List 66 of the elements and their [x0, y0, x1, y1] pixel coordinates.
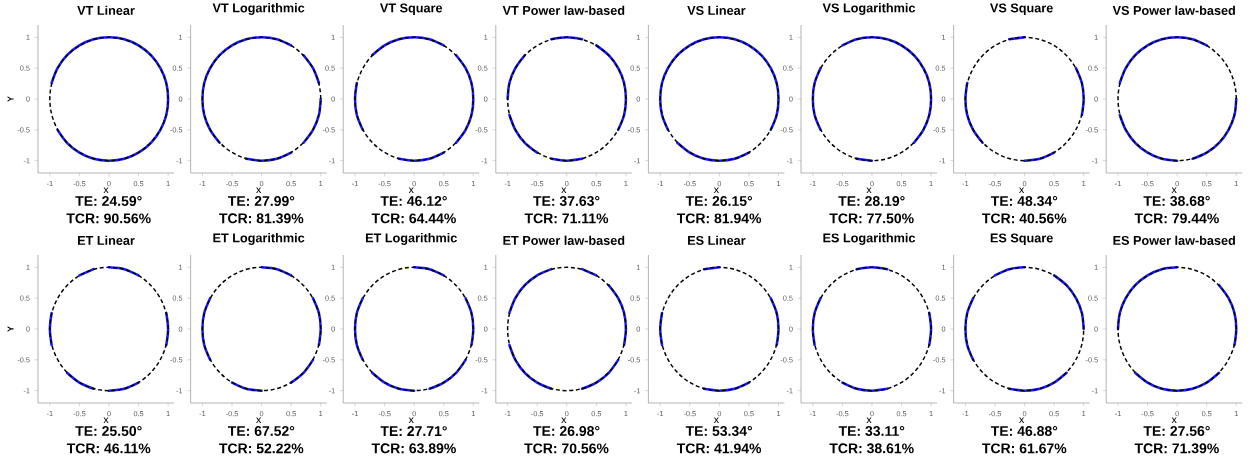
chart-title: VS Square	[990, 3, 1053, 15]
text: TE: 46.88°	[990, 426, 1058, 436]
chart-title: ET Logarithmic	[365, 233, 457, 245]
x-axis-title: x	[866, 417, 872, 424]
y-axis-title: Y	[7, 96, 14, 102]
x-axis-title: x	[1019, 187, 1025, 194]
text: TE: 67.52°	[227, 426, 295, 436]
x-axis-title: x	[561, 417, 567, 424]
chart-title: VS Logarithmic	[822, 3, 916, 15]
text: TE: 28.19°	[838, 196, 905, 206]
chart-title: VS Power law-based	[1112, 5, 1235, 15]
text: TCR: 90.56%	[66, 213, 151, 224]
chart-title: VS Linear	[687, 5, 746, 15]
x-axis-title: x	[103, 187, 109, 194]
text: TE: 24.59°	[75, 196, 142, 206]
text: TE: 26.98°	[533, 426, 600, 436]
chart-title: VT Linear	[77, 5, 135, 15]
x-axis-title: x	[713, 417, 719, 424]
text: TE: 46.12°	[380, 196, 447, 206]
chart-title: ES Logarithmic	[823, 233, 916, 245]
x-axis-title: x	[1171, 187, 1177, 194]
text: TE: 37.63°	[533, 196, 600, 206]
text: TCR: 64.44%	[371, 213, 456, 224]
text: TE: 53.34°	[685, 426, 753, 436]
x-axis-title: x	[103, 417, 109, 424]
chart-title: VT Power law-based	[502, 5, 625, 15]
text: TE: 38.68°	[1143, 196, 1210, 206]
text: TE: 27.71°	[380, 426, 447, 436]
chart-title: ES Power law-based	[1113, 235, 1235, 245]
x-axis-title: x	[866, 187, 872, 194]
x-axis-title: x	[256, 417, 262, 424]
text: TCR: 81.39%	[219, 213, 304, 224]
text: TE: 33.11°	[838, 426, 905, 436]
x-axis-title: x	[1019, 417, 1025, 424]
text: TCR: 79.44%	[1134, 213, 1219, 224]
x-axis-title: x	[561, 187, 567, 194]
text: TCR: 38.61%	[829, 443, 914, 454]
chart-title: ET Linear	[78, 235, 135, 245]
text: TCR: 40.56%	[982, 213, 1067, 224]
text: TCR: 81.94%	[676, 213, 762, 224]
text: TE: 27.99°	[227, 196, 295, 206]
text: TCR: 52.22%	[219, 443, 304, 454]
text: TE: 27.56°	[1143, 426, 1210, 436]
text: TCR: 46.11%	[66, 443, 151, 454]
chart-title: ES Linear	[688, 235, 746, 245]
x-axis-title: x	[1171, 417, 1177, 424]
text: TCR: 41.94%	[676, 443, 762, 454]
text: TCR: 70.56%	[524, 443, 609, 454]
text: TCR: 61.67%	[982, 443, 1067, 454]
chart-title: VT Logarithmic	[212, 3, 305, 15]
chart-title: ET Power law-based	[503, 235, 625, 245]
text: TE: 26.15°	[685, 196, 753, 206]
chart-title: VT Square	[379, 3, 443, 15]
x-axis-title: x	[408, 417, 414, 424]
y-axis-title: Y	[7, 326, 14, 332]
chart-title: ES Square	[990, 233, 1053, 245]
text: TE: 25.50°	[75, 426, 142, 436]
x-axis-title: x	[256, 187, 262, 194]
x-axis-title: x	[408, 187, 414, 194]
text: TCR: 71.39%	[1134, 443, 1219, 454]
text: TE: 48.34°	[990, 196, 1058, 206]
text: TCR: 77.50%	[829, 213, 914, 224]
text: TCR: 63.89%	[371, 443, 456, 454]
chart-title: ET Logarithmic	[213, 233, 305, 245]
x-axis-title: x	[713, 187, 719, 194]
text: TCR: 71.11%	[524, 213, 609, 224]
